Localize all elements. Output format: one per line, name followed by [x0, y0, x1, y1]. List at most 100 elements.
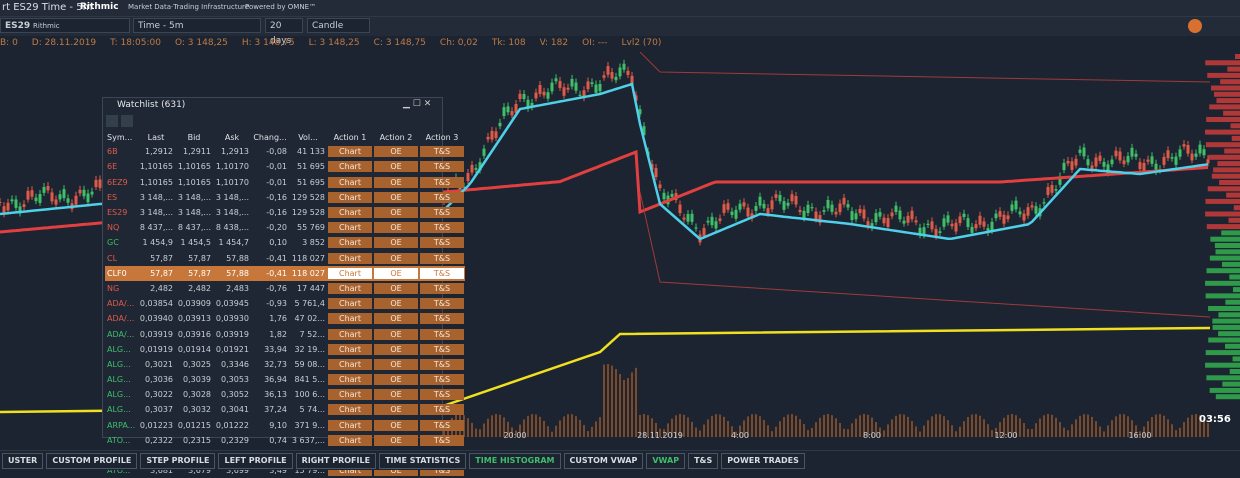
action-button[interactable]: T&S	[420, 207, 464, 219]
action-button[interactable]: Chart	[328, 298, 372, 310]
indicator-button[interactable]: CUSTOM PROFILE	[46, 453, 138, 469]
indicator-button[interactable]: USTER	[2, 453, 44, 469]
watchlist-row[interactable]: ATO... 0,2322 0,2315 0,2329 0,74 3 637,... Cha…	[105, 433, 465, 448]
action-button[interactable]: Chart	[328, 146, 372, 158]
action-button[interactable]: Chart	[328, 328, 372, 340]
period-select[interactable]: 20 days	[265, 18, 303, 46]
action-button[interactable]: T&S	[420, 146, 464, 158]
watchlist-row[interactable]: ALG... 0,01919 0,01914 0,01921 33,94 32 19...…	[105, 342, 465, 357]
action-button[interactable]: Chart	[328, 252, 372, 264]
watchlist-row[interactable]: ES 3 148,... 3 148,... 3 148,... -0,16 129 52…	[105, 190, 465, 205]
action-button[interactable]: OE	[374, 374, 418, 386]
watchlist-row[interactable]: ALG... 0,3036 0,3039 0,3053 36,94 841 5... Cha…	[105, 372, 465, 387]
indicator-button[interactable]: TIME STATISTICS	[379, 453, 467, 469]
indicator-button[interactable]: LEFT PROFILE	[218, 453, 293, 469]
action-button[interactable]: T&S	[420, 176, 464, 188]
action-button[interactable]: Chart	[328, 191, 372, 203]
action-button[interactable]: Chart	[328, 161, 372, 173]
action-button[interactable]: OE	[374, 237, 418, 249]
action-button[interactable]: OE	[374, 176, 418, 188]
action-button[interactable]: Chart	[328, 176, 372, 188]
action-button[interactable]: OE	[374, 146, 418, 158]
action-button[interactable]: Chart	[328, 419, 372, 431]
action-button[interactable]: OE	[374, 343, 418, 355]
action-button[interactable]: Chart	[328, 282, 372, 294]
action-button[interactable]: Chart	[328, 267, 372, 279]
watchlist-row[interactable]: CLF0 57,87 57,87 57,88 -0,41 118 027 Chart OE T&…	[105, 265, 465, 281]
watchlist-row[interactable]: 6E 1,10165 1,10165 1,10170 -0,01 51 695 Chart O…	[105, 159, 465, 174]
watchlist-row[interactable]: CL 57,87 57,87 57,88 -0,41 118 027 Chart OE T&S	[105, 251, 465, 266]
indicator-button[interactable]: STEP PROFILE	[140, 453, 216, 469]
action-button[interactable]: T&S	[420, 161, 464, 173]
action-button[interactable]: Chart	[328, 313, 372, 325]
action-button[interactable]: T&S	[420, 404, 464, 416]
symbol-selector[interactable]: ES29 Rithmic	[0, 18, 130, 33]
action-button[interactable]: T&S	[420, 343, 464, 355]
watchlist-row[interactable]: ADA/... 0,03940 0,03913 0,03930 1,76 47 02...…	[105, 311, 465, 326]
action-button[interactable]: Chart	[328, 222, 372, 234]
action-button[interactable]: OE	[374, 252, 418, 264]
watchlist-row[interactable]: ADA/... 0,03919 0,03916 0,03919 1,82 7 52... C…	[105, 326, 465, 341]
action-button[interactable]: T&S	[420, 313, 464, 325]
indicator-button[interactable]: POWER TRADES	[721, 453, 805, 469]
indicator-button[interactable]: CUSTOM VWAP	[563, 453, 644, 469]
add-button[interactable]	[106, 115, 118, 127]
timeframe-select[interactable]: Time - 5m	[133, 18, 261, 33]
indicator-button[interactable]: T&S	[688, 453, 719, 469]
indicator-button[interactable]: RIGHT PROFILE	[295, 453, 377, 469]
action-button[interactable]: Chart	[328, 434, 372, 446]
watchlist-row[interactable]: ALG... 0,3037 0,3032 0,3041 37,24 5 74... Char…	[105, 402, 465, 417]
action-button[interactable]: OE	[374, 282, 418, 294]
volume-bar	[543, 420, 545, 437]
action-button[interactable]: T&S	[420, 434, 464, 446]
list-button[interactable]	[121, 115, 133, 127]
action-button[interactable]: OE	[374, 358, 418, 370]
action-button[interactable]: Chart	[328, 343, 372, 355]
action-button[interactable]: OE	[374, 389, 418, 401]
action-button[interactable]: T&S	[420, 298, 464, 310]
watchlist-row[interactable]: NQ 8 437,... 8 437,... 8 438,... -0,20 55 769…	[105, 220, 465, 235]
watchlist-row[interactable]: 6EZ9 1,10165 1,10165 1,10170 -0,01 51 695 Char…	[105, 175, 465, 190]
action-button[interactable]: Chart	[328, 389, 372, 401]
watchlist-row[interactable]: ADA/... 0,03854 0,03909 0,03945 -0,93 5 761,4…	[105, 296, 465, 311]
watchlist-row[interactable]: ARPA... 0,01223 0,01215 0,01222 9,10 371 9...…	[105, 418, 465, 433]
action-button[interactable]: OE	[374, 419, 418, 431]
action-button[interactable]: T&S	[420, 222, 464, 234]
watchlist-row[interactable]: ALG... 0,3022 0,3028 0,3052 36,13 100 6... Cha…	[105, 387, 465, 402]
action-button[interactable]: OE	[374, 222, 418, 234]
watchlist-row[interactable]: 6B 1,2912 1,2911 1,2913 -0,08 41 133 Chart OE T&…	[105, 144, 465, 159]
tool-icon[interactable]	[1188, 19, 1202, 33]
action-button[interactable]: OE	[374, 191, 418, 203]
action-button[interactable]: OE	[374, 161, 418, 173]
chart-type-select[interactable]: Candle	[307, 18, 370, 33]
action-button[interactable]: Chart	[328, 358, 372, 370]
watchlist-row[interactable]: NG 2,482 2,482 2,483 -0,76 17 447 Chart OE T&S	[105, 281, 465, 296]
indicator-button[interactable]: TIME HISTOGRAM	[469, 453, 561, 469]
action-button[interactable]: OE	[374, 404, 418, 416]
action-button[interactable]: Chart	[328, 404, 372, 416]
watchlist-row[interactable]: ES29 3 148,... 3 148,... 3 148,... -0,16 129 …	[105, 205, 465, 220]
action-button[interactable]: T&S	[420, 267, 464, 279]
action-button[interactable]: T&S	[420, 191, 464, 203]
action-button[interactable]: OE	[374, 434, 418, 446]
action-button[interactable]: OE	[374, 298, 418, 310]
action-button[interactable]: T&S	[420, 237, 464, 249]
action-button[interactable]: OE	[374, 328, 418, 340]
indicator-button[interactable]: VWAP	[646, 453, 686, 469]
action-button[interactable]: Chart	[328, 374, 372, 386]
action-button[interactable]: Chart	[328, 207, 372, 219]
watchlist-row[interactable]: GC 1 454,9 1 454,5 1 454,7 0,10 3 852 Chart OE T…	[105, 235, 465, 250]
action-button[interactable]: T&S	[420, 358, 464, 370]
watchlist-row[interactable]: ALG... 0,3021 0,3025 0,3346 32,73 59 08... Cha…	[105, 357, 465, 372]
action-button[interactable]: T&S	[420, 419, 464, 431]
action-button[interactable]: OE	[374, 207, 418, 219]
action-button[interactable]: T&S	[420, 374, 464, 386]
action-button[interactable]: OE	[374, 313, 418, 325]
action-button[interactable]: T&S	[420, 282, 464, 294]
action-button[interactable]: T&S	[420, 252, 464, 264]
action-button[interactable]: OE	[374, 267, 418, 279]
action-button[interactable]: T&S	[420, 389, 464, 401]
window-controls[interactable]: ▁ ☐ ✕	[403, 99, 432, 109]
action-button[interactable]: Chart	[328, 237, 372, 249]
action-button[interactable]: T&S	[420, 328, 464, 340]
